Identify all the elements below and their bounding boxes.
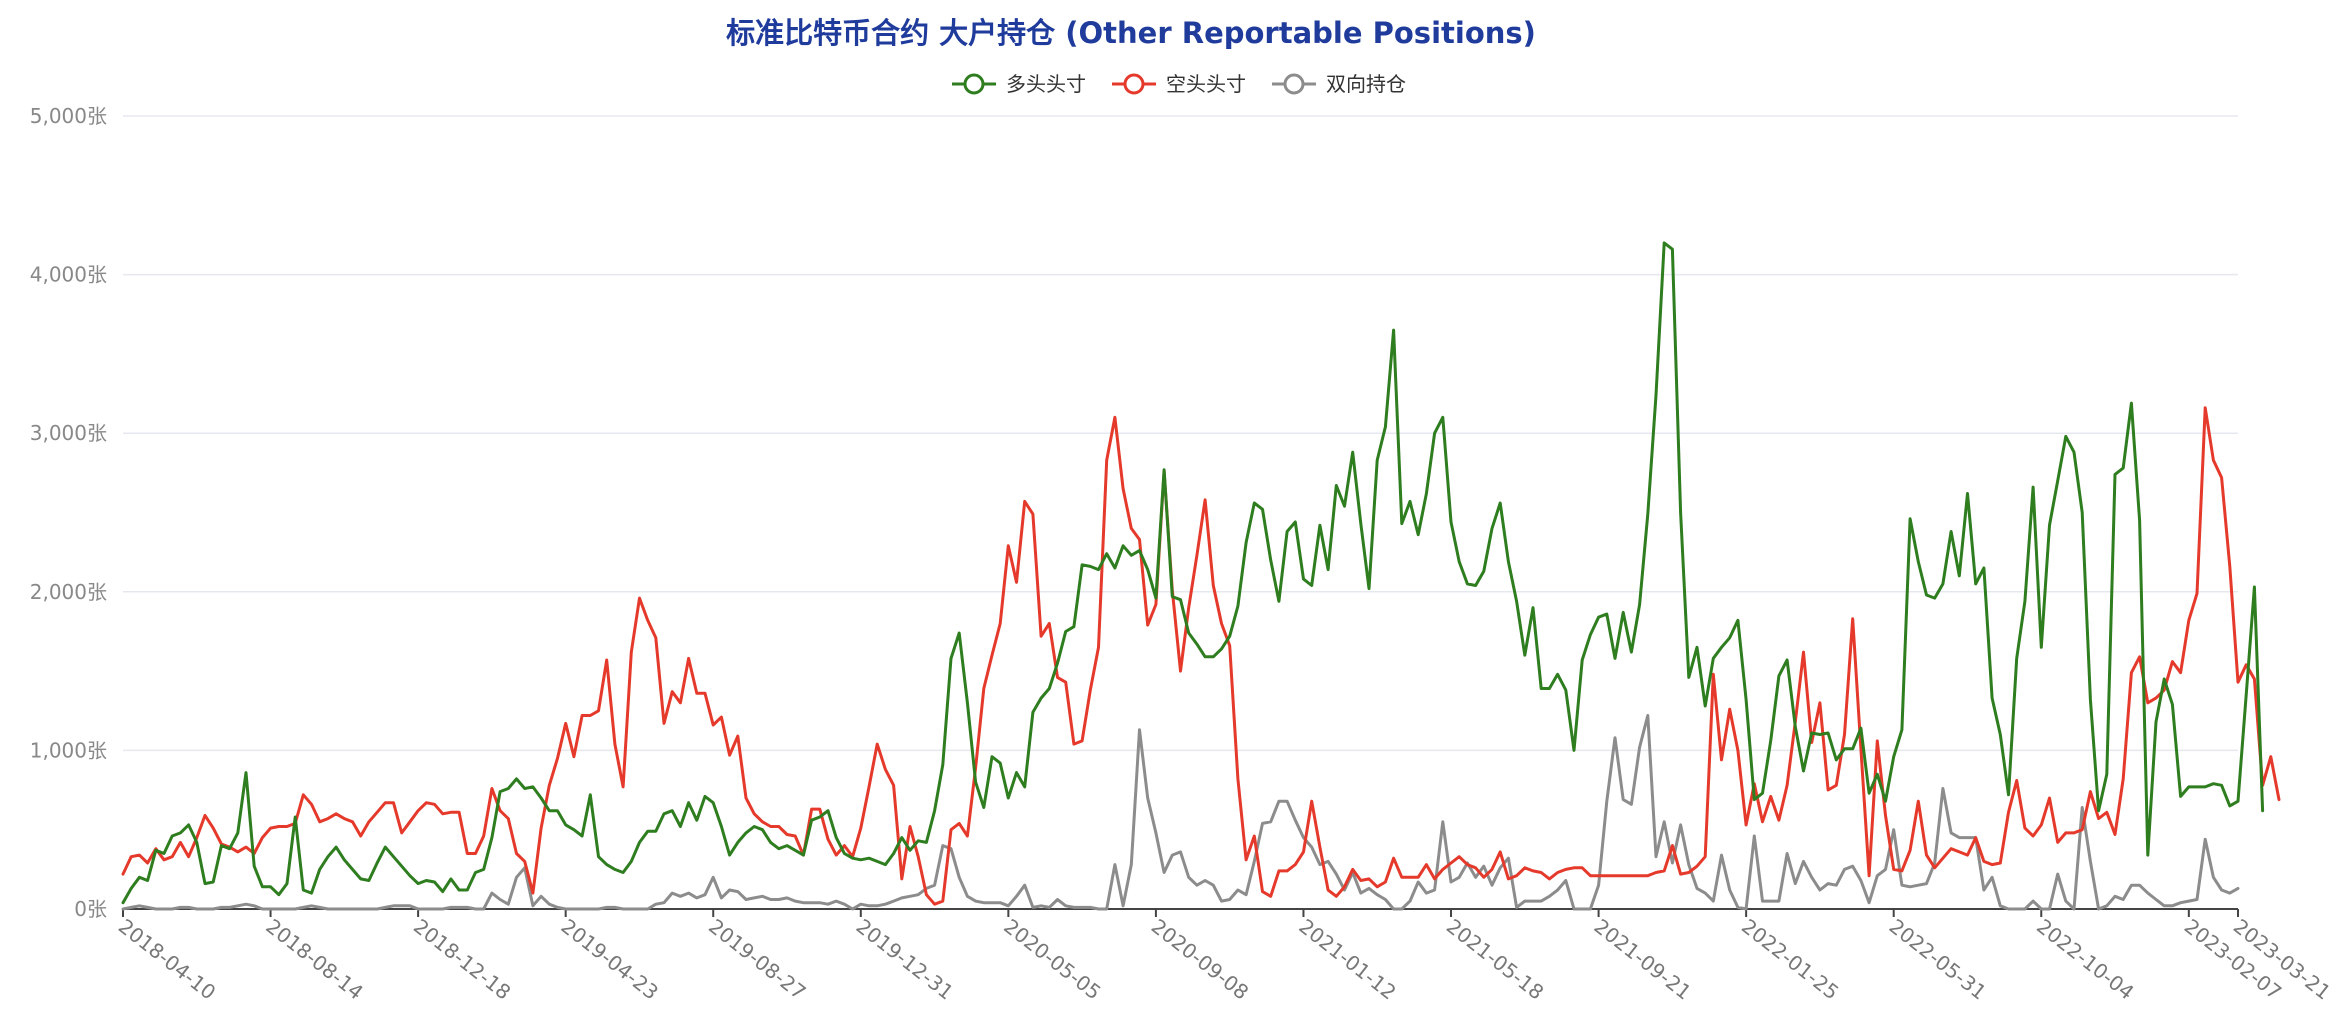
legend: 多头头寸 空头头寸 双向持仓 [952,72,1406,96]
x-tick-label: 2021-09-21 [1590,914,1696,1004]
legend-item[interactable]: 多头头寸 [952,72,1086,96]
x-tick-label: 2019-08-27 [704,914,810,1004]
legend-label: 空头头寸 [1166,72,1246,96]
legend-label: 双向持仓 [1326,72,1406,96]
x-tick-label: 2022-10-04 [2032,914,2138,1004]
chart-title: 标准比特币合约 大户持仓 (Other Reportable Positions… [726,16,1536,50]
plot-area [121,241,2281,911]
legend-label: 多头头寸 [1006,72,1086,96]
x-tick-label: 2022-01-25 [1737,914,1843,1004]
x-tick-label: 2021-05-18 [1442,914,1548,1004]
x-tick-label: 2020-09-08 [1147,914,1253,1004]
y-axis: 0张 1,000张 2,000张 3,000张 4,000张 5,000张 [30,104,107,921]
x-tick-label: 2018-04-10 [114,914,220,1004]
legend-item[interactable]: 空头头寸 [1112,72,1246,96]
x-tick-label: 2021-01-12 [1294,914,1400,1004]
y-tick-label: 1,000张 [30,738,107,762]
legend-item[interactable]: 双向持仓 [1272,72,1406,96]
legend-marker-icon [1123,73,1145,95]
x-tick-label: 2018-12-18 [409,914,515,1004]
x-tick-label: 2020-05-05 [999,914,1105,1004]
y-tick-label: 3,000张 [30,421,107,445]
series-line [121,241,2265,905]
legend-marker-icon [1283,73,1305,95]
x-tick-label: 2019-12-31 [852,914,958,1004]
series-line [121,714,2240,911]
y-tick-label: 5,000张 [30,104,107,128]
x-tick-label: 2019-04-23 [557,914,663,1004]
series-line [121,406,2281,906]
y-tick-label: 4,000张 [30,263,107,287]
legend-marker-icon [963,73,985,95]
y-tick-label: 2,000张 [30,580,107,604]
x-axis: 2018-04-10 2018-08-14 2018-12-18 2019-04-23… [114,908,2335,1005]
gridlines [123,115,2238,752]
y-tick-label: 0张 [74,897,107,921]
x-tick-label: 2022-05-31 [1885,914,1991,1004]
x-tick-label: 2018-08-14 [261,914,367,1004]
